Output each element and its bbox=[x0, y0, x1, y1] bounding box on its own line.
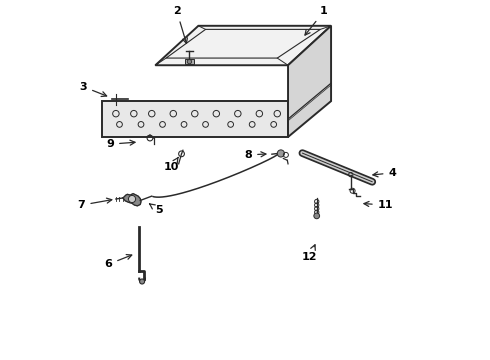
Text: 8: 8 bbox=[245, 150, 266, 160]
Text: 6: 6 bbox=[104, 255, 132, 269]
Text: 11: 11 bbox=[364, 200, 393, 210]
Circle shape bbox=[140, 279, 145, 284]
Polygon shape bbox=[185, 59, 194, 64]
Text: 4: 4 bbox=[373, 168, 396, 178]
Polygon shape bbox=[155, 26, 331, 65]
Text: 9: 9 bbox=[106, 139, 135, 149]
Text: 10: 10 bbox=[164, 157, 179, 172]
Text: 12: 12 bbox=[302, 245, 318, 262]
Circle shape bbox=[128, 195, 136, 203]
Circle shape bbox=[277, 150, 285, 157]
Text: 3: 3 bbox=[79, 82, 107, 96]
Circle shape bbox=[187, 59, 192, 64]
Circle shape bbox=[314, 213, 319, 219]
Text: 2: 2 bbox=[173, 6, 187, 43]
Polygon shape bbox=[288, 26, 331, 137]
Text: 5: 5 bbox=[149, 204, 163, 216]
Polygon shape bbox=[123, 194, 141, 206]
Text: 1: 1 bbox=[305, 6, 328, 35]
Polygon shape bbox=[101, 101, 288, 137]
Text: 7: 7 bbox=[78, 198, 112, 210]
